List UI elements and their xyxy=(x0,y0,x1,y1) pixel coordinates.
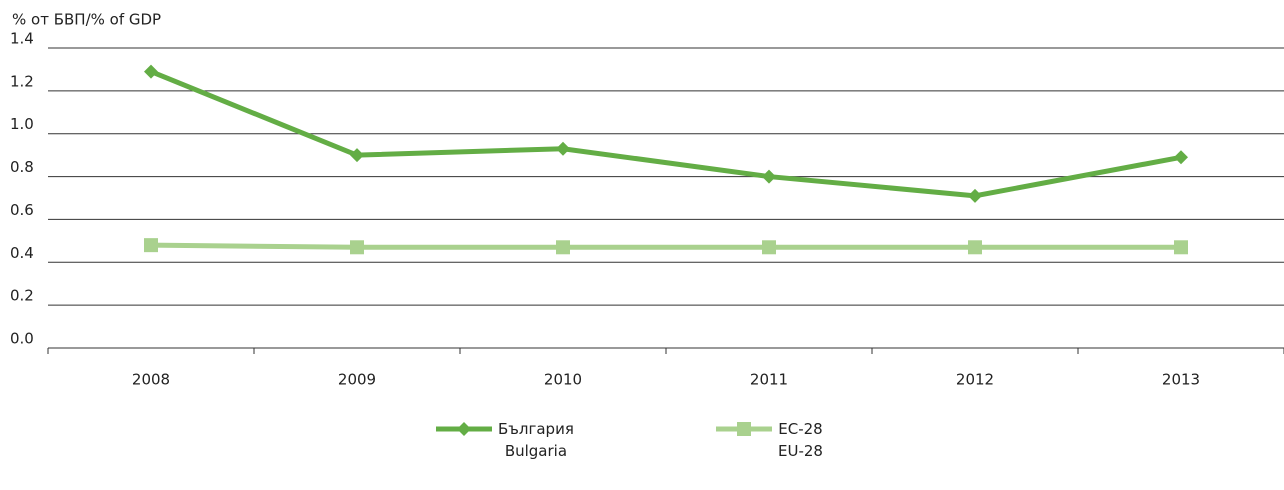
y-tick-label: 0.0 xyxy=(10,330,34,348)
y-axis-title: % от БВП/% of GDP xyxy=(12,11,161,29)
marker xyxy=(350,240,364,255)
y-tick-label: 0.4 xyxy=(10,244,34,262)
marker xyxy=(556,240,570,255)
legend-label: България Bulgaria xyxy=(498,420,574,460)
marker xyxy=(762,169,776,184)
legend-swatch xyxy=(436,422,492,436)
legend-marker xyxy=(457,422,471,436)
marker xyxy=(144,64,158,79)
legend-item: България Bulgaria xyxy=(436,418,574,462)
marker xyxy=(968,240,982,255)
chart: % от БВП/% of GDP 0.0 0.2 0.4 0.6 0.8 1.0 1.2 1… xyxy=(10,11,1284,389)
marker xyxy=(350,148,364,163)
marker xyxy=(1174,150,1188,165)
x-tick-label: 2010 xyxy=(544,371,582,389)
y-tick-label: 0.8 xyxy=(10,158,34,176)
legend-label: ЕС-28 EU-28 xyxy=(778,420,823,460)
y-tick-label: 1.0 xyxy=(10,115,34,133)
x-tick-label: 2008 xyxy=(132,371,170,389)
line xyxy=(150,69,1182,199)
y-tick-label: 0.2 xyxy=(10,287,34,305)
y-tick-label: 1.4 xyxy=(10,30,34,48)
legend-item: ЕС-28 EU-28 xyxy=(716,418,823,462)
x-tick-label: 2011 xyxy=(750,371,788,389)
x-tick-label: 2012 xyxy=(956,371,994,389)
marker xyxy=(556,141,570,156)
marker xyxy=(762,240,776,255)
legend-marker xyxy=(737,422,751,436)
y-tick-label: 1.2 xyxy=(10,72,34,90)
y-tick-label: 0.6 xyxy=(10,201,34,219)
line xyxy=(150,242,1181,250)
x-tick-label: 2013 xyxy=(1162,371,1200,389)
legend-swatch xyxy=(716,422,772,436)
marker xyxy=(144,238,158,253)
x-tick-label: 2009 xyxy=(338,371,376,389)
marker xyxy=(968,188,982,203)
marker xyxy=(1174,240,1188,255)
